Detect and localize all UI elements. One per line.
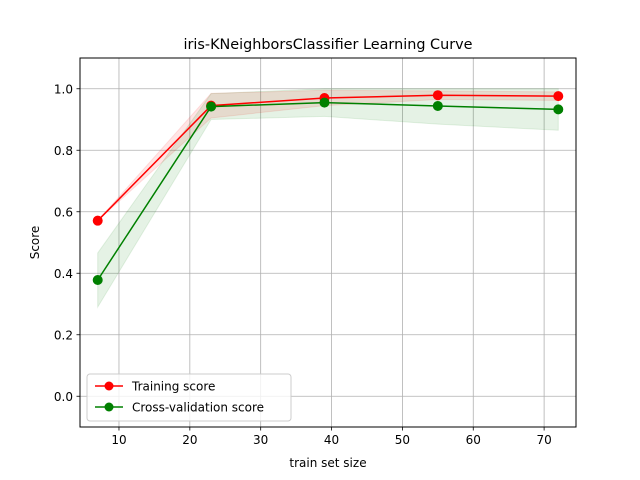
y-tick-label: 1.0 — [54, 82, 73, 96]
y-axis-label: Score — [28, 226, 42, 260]
point-cross-validation — [319, 97, 330, 108]
x-tick-label: 60 — [466, 433, 481, 447]
legend-swatch-marker — [104, 402, 114, 412]
x-tick-label: 50 — [395, 433, 410, 447]
plot-area-frame — [79, 57, 577, 428]
y-tick-label: 0.6 — [54, 205, 73, 219]
x-tick-label: 40 — [324, 433, 339, 447]
point-training — [92, 215, 103, 226]
y-tick-label: 0.8 — [54, 144, 73, 158]
x-axis-label: train set size — [289, 456, 366, 470]
point-cross-validation — [92, 275, 103, 286]
x-tick-label: 30 — [253, 433, 268, 447]
legend-box — [86, 373, 292, 422]
x-tick-label: 10 — [111, 433, 126, 447]
chart-title: iris-KNeighborsClassifier Learning Curve — [183, 37, 472, 53]
legend-label: Cross-validation score — [132, 401, 264, 415]
point-cross-validation — [553, 104, 564, 115]
point-training — [432, 90, 443, 101]
x-tick-label: 70 — [536, 433, 551, 447]
y-tick-label: 0.4 — [54, 267, 73, 281]
legend: Training score Cross-validation score — [86, 373, 292, 422]
point-cross-validation — [432, 100, 443, 111]
legend-swatch-marker — [104, 381, 114, 391]
legend-label: Training score — [131, 380, 215, 394]
axis-ticks: 10 20 30 40 50 60 70 0.0 0.2 0.4 0.6 0.8 1.0 — [54, 82, 552, 447]
point-training — [553, 91, 564, 102]
x-tick-label: 20 — [182, 433, 197, 447]
series-markers — [92, 90, 564, 286]
y-tick-label: 0.0 — [54, 390, 73, 404]
y-tick-label: 0.2 — [54, 328, 73, 342]
band-cross-validation — [97, 88, 559, 309]
point-cross-validation — [206, 101, 217, 112]
